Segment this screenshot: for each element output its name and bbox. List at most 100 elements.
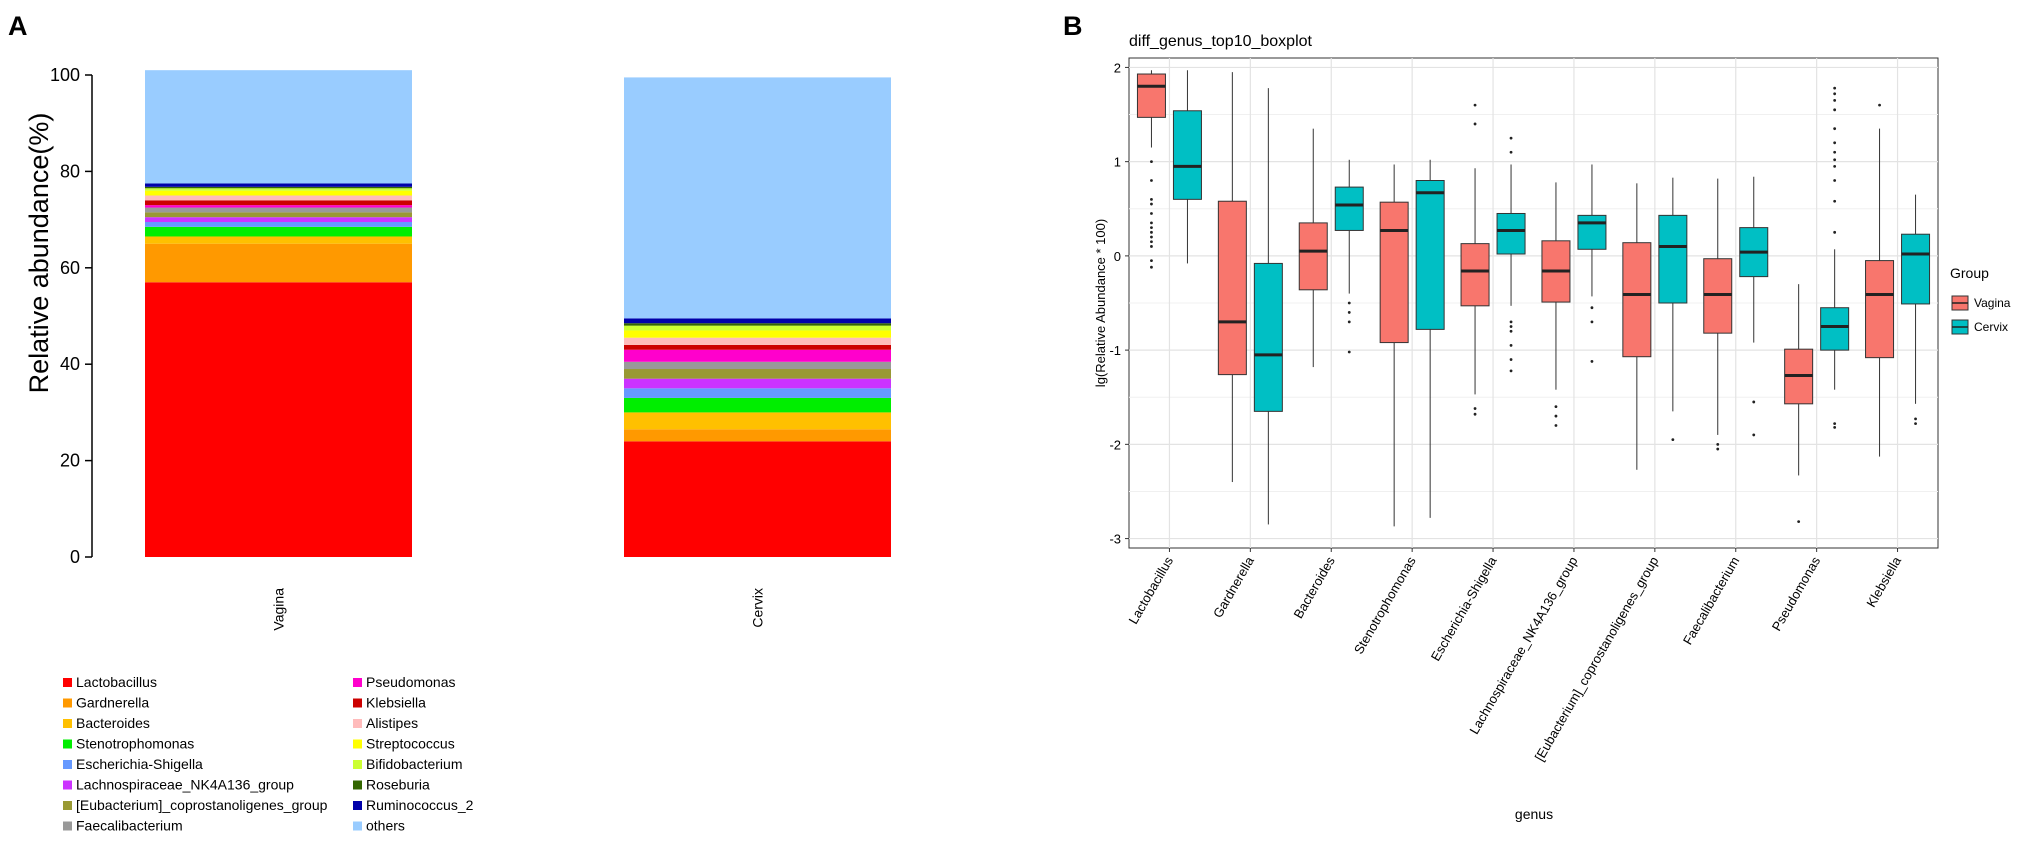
legend-label-bifidobacterium: Bifidobacterium <box>366 756 463 772</box>
bar-segment-vagina-lachnospiraceae-nk4a136-group <box>145 217 412 223</box>
legend-swatch-lactobacillus <box>63 678 72 687</box>
panel-b-y-ticks: -3 -2 -1 0 1 2 <box>1109 60 1129 547</box>
legend-swatch-others <box>353 821 362 831</box>
legend-label-pseudomonas: Pseudomonas <box>366 674 456 690</box>
box-bacteroides-cervix-outlier <box>1347 311 1351 314</box>
box-lactobacillus-vagina-outlier <box>1150 240 1153 244</box>
panel-b-x-tick-label-bacteroides: Bacteroides <box>1291 554 1339 621</box>
box-pseudomonas-cervix-outlier <box>1833 150 1837 154</box>
box-stenotrophomonas-vagina-iqr <box>1379 201 1409 344</box>
bar-segment-vagina-bacteroides <box>145 236 412 244</box>
box-bacteroides-vagina-iqr <box>1298 222 1328 291</box>
legend-swatch-roseburia <box>353 780 362 790</box>
panel-a-y-tick-label: 20 <box>60 451 80 471</box>
box-lachnospiraceae-nk4a136-group-cervix-iqr <box>1577 214 1607 250</box>
legend-label-streptococcus: Streptococcus <box>366 736 455 752</box>
bar-segment-cervix-ruminococcus-2 <box>624 318 891 324</box>
bar-segment-cervix-alistipes <box>624 337 891 345</box>
panel-a-stacked-bar-chart: A Relative abundance(%) 0 20 40 60 80 100 Vag… <box>8 11 891 834</box>
box-pseudomonas-cervix-outlier <box>1833 425 1837 429</box>
bar-segment-vagina-klebsiella <box>145 200 412 206</box>
panel-a-y-tick-label: 40 <box>60 354 80 374</box>
box-faecalibacterium-cervix-outlier <box>1752 400 1756 404</box>
bar-segment-vagina-faecalibacterium <box>145 207 412 213</box>
legend-swatch-klebsiella <box>353 698 362 708</box>
legend-label-ruminococcus-2: Ruminococcus_2 <box>366 797 474 813</box>
legend-swatch-ruminococcus-2 <box>353 801 362 810</box>
panel-b-y-tick-label: -3 <box>1109 532 1121 547</box>
legend-label-bacteroides: Bacteroides <box>76 715 150 731</box>
panel-a-y-axis-label: Relative abundance(%) <box>24 113 54 394</box>
box-pseudomonas-cervix-outlier <box>1833 230 1837 234</box>
legend-swatch-escherichia-shigella <box>63 760 72 769</box>
bar-segment-vagina-escherichia-shigella <box>145 222 412 227</box>
panel-b-boxplot-chart: B diff_genus_top10_boxplot -3 -2 -1 0 1 2 Lac… <box>1063 11 2011 822</box>
panel-b-title: diff_genus_top10_boxplot <box>1129 33 1313 50</box>
legend-label-lactobacillus: Lactobacillus <box>76 674 157 690</box>
panel-b-x-tick-label-klebsiella: Klebsiella <box>1863 553 1904 609</box>
bar-segment-vagina-ruminococcus-2 <box>145 183 412 187</box>
bar-segment-vagina-pseudomonas <box>145 205 412 208</box>
box-pseudomonas-cervix-outlier <box>1833 127 1837 131</box>
box-lactobacillus-vagina-outlier <box>1150 265 1153 269</box>
bar-segment-cervix-bifidobacterium <box>624 325 891 331</box>
box-klebsiella-cervix-outlier <box>1914 417 1917 421</box>
bar-segment-cervix-eubacterium-coprostanoligenes-group <box>624 369 891 379</box>
box-klebsiella-cervix-iqr <box>1901 233 1931 305</box>
bar-segment-vagina-alistipes <box>145 195 412 201</box>
legend-label-others: others <box>366 818 405 834</box>
bar-segment-cervix-others <box>624 77 891 319</box>
box-lachnospiraceae-nk4a136-group-vagina-outlier <box>1554 414 1558 418</box>
bar-segment-cervix-lactobacillus <box>624 441 891 557</box>
box-gardnerella-vagina-iqr <box>1217 200 1247 376</box>
box-lactobacillus-vagina-outlier <box>1150 259 1153 262</box>
box-faecalibacterium-vagina-outlier <box>1716 442 1720 446</box>
legend-label-klebsiella: Klebsiella <box>366 695 426 711</box>
box-lactobacillus-vagina-outlier <box>1150 235 1153 239</box>
panel-b-y-tick-label: 1 <box>1114 155 1121 170</box>
box-lachnospiraceae-nk4a136-group-vagina-outlier <box>1554 405 1558 409</box>
panel-b-y-tick-label: 0 <box>1114 249 1121 264</box>
legend-label-gardnerella: Gardnerella <box>76 695 149 711</box>
bar-segment-cervix-escherichia-shigella <box>624 388 891 398</box>
legend-swatch-bifidobacterium <box>353 760 362 769</box>
bar-segment-cervix-streptococcus <box>624 330 891 338</box>
box-faecalibacterium-vagina-outlier <box>1716 447 1720 451</box>
panel-b-x-tick-label-stenotrophomonas: Stenotrophomonas <box>1351 554 1419 657</box>
bar-segment-cervix-klebsiella <box>624 344 891 350</box>
panel-a-legend: Lactobacillus Gardnerella Bacteroides Steno… <box>63 674 474 834</box>
legend-swatch-bacteroides <box>63 719 72 728</box>
legend-label-faecalibacterium: Faecalibacterium <box>76 818 183 834</box>
panel-b-x-tick-label-lactobacillus: Lactobacillus <box>1125 554 1176 627</box>
panel-a-bars <box>145 70 891 557</box>
box-escherichia-shigella-cervix-outlier <box>1509 369 1513 373</box>
box-escherichia-shigella-vagina-outlier <box>1473 103 1477 107</box>
bar-segment-cervix-stenotrophomonas <box>624 397 891 413</box>
box-bacteroides-cervix-outlier <box>1347 301 1351 305</box>
panel-a-label: A <box>8 11 28 41</box>
box-lactobacillus-vagina-outlier <box>1150 245 1153 248</box>
bar-segment-vagina-gardnerella <box>145 243 412 283</box>
panel-b-y-tick-label: -1 <box>1109 343 1121 358</box>
panel-a-y-ticks: 0 20 40 60 80 100 <box>50 65 92 567</box>
box-lachnospiraceae-nk4a136-group-cervix-outlier <box>1590 306 1594 310</box>
bar-segment-vagina-others <box>145 70 412 184</box>
box-eubacterium-coprostanoligenes-group-cervix-iqr <box>1658 214 1688 304</box>
panel-b-y-axis-label: lg(Relative Abundance * 100) <box>1093 219 1108 387</box>
box-bacteroides-cervix-outlier <box>1347 320 1351 324</box>
box-lactobacillus-vagina-outlier <box>1150 197 1153 201</box>
box-pseudomonas-cervix-iqr <box>1820 307 1850 351</box>
bar-segment-cervix-gardnerella <box>624 429 891 442</box>
box-lactobacillus-vagina-outlier <box>1150 226 1153 230</box>
box-escherichia-shigella-cervix-outlier <box>1509 136 1513 140</box>
box-pseudomonas-vagina-outlier <box>1797 520 1801 524</box>
box-escherichia-shigella-vagina-outlier <box>1473 407 1477 410</box>
box-pseudomonas-cervix-outlier <box>1833 108 1837 112</box>
legend-label-stenotrophomonas: Stenotrophomonas <box>76 736 194 752</box>
panel-b-label: B <box>1063 11 1083 41</box>
box-pseudomonas-cervix-outlier <box>1833 99 1837 102</box>
panel-a-y-tick-label: 0 <box>70 547 80 567</box>
bar-segment-cervix-bacteroides <box>624 412 891 430</box>
panel-b-x-ticks: Lactobacillus Gardnerella Bacteroides Steno… <box>1125 548 1905 764</box>
legend-label-lachnospiraceae-nk4a136-group: Lachnospiraceae_NK4A136_group <box>76 777 294 793</box>
